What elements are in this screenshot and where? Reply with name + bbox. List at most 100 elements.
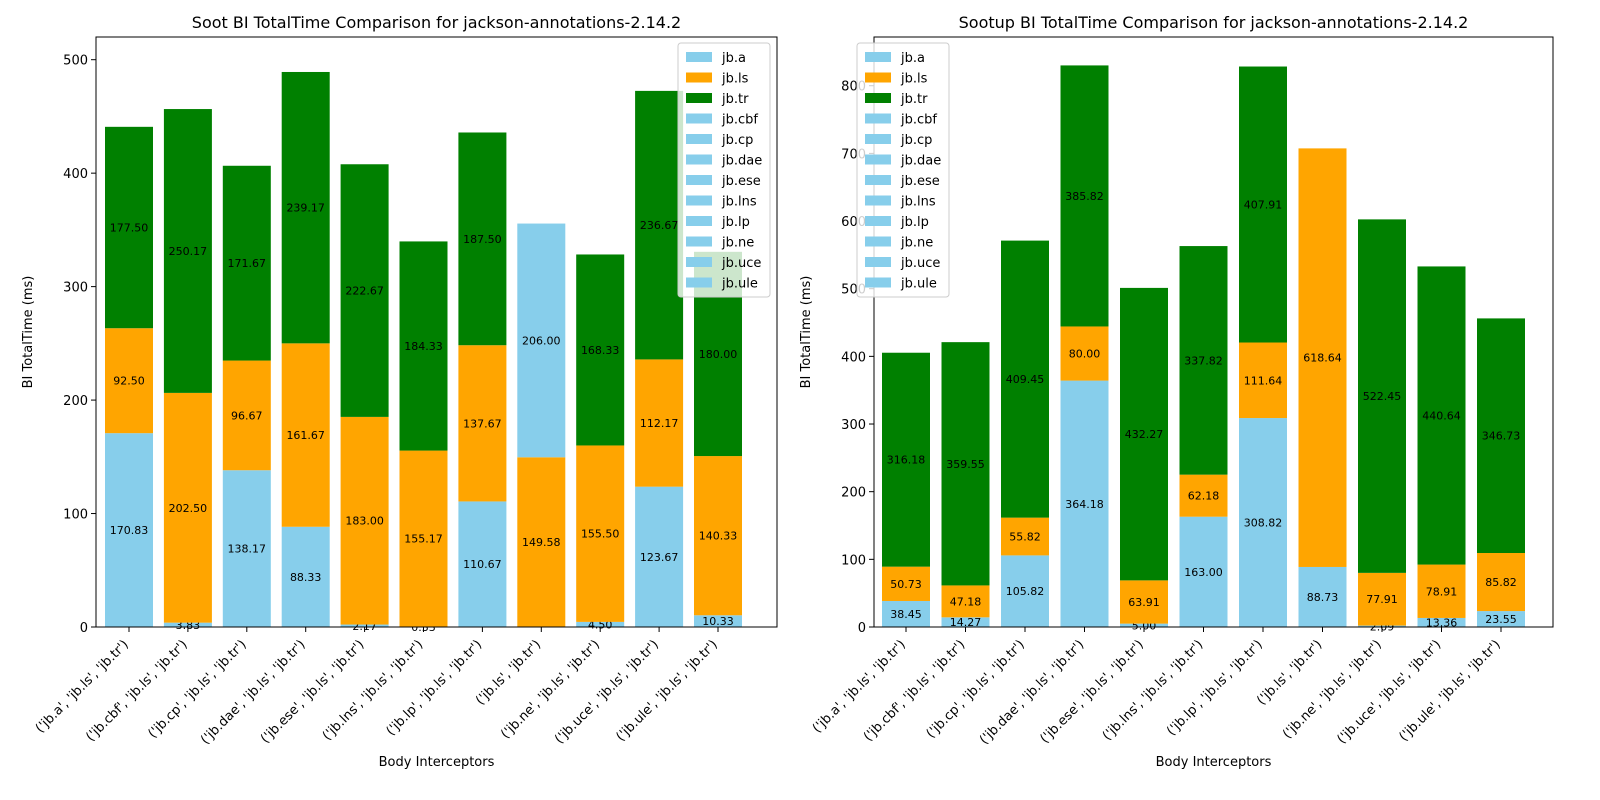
bar-value-label: 161.67 [286, 429, 325, 442]
bar-value-label: 522.45 [1363, 390, 1402, 403]
bar-value-label: 180.00 [699, 348, 738, 361]
bar-segment [1358, 572, 1406, 626]
y-tick-label: 300 [63, 281, 88, 296]
bar-segment [105, 433, 153, 627]
bar-value-label: 77.91 [1366, 593, 1398, 606]
bar-value-label: 137.67 [463, 417, 502, 430]
bar-value-label: 47.18 [950, 595, 982, 608]
y-tick-label: 0 [80, 621, 88, 636]
legend-swatch [865, 134, 891, 144]
bar-segment [105, 328, 153, 434]
bar-value-label: 163.00 [1184, 566, 1223, 579]
legend-swatch [686, 52, 712, 62]
bar-segment [576, 445, 625, 622]
y-axis-label: BI TotalTime (ms) [21, 276, 36, 389]
bar-segment [694, 456, 742, 616]
bar-value-label: 149.58 [522, 536, 561, 549]
bar-value-label: 88.73 [1307, 591, 1339, 604]
bar-value-label: 10.33 [702, 615, 734, 628]
legend-entry-label: jb.cbf [721, 113, 758, 128]
bar-value-label: 140.33 [699, 530, 738, 543]
bar-value-label: 138.17 [228, 543, 267, 556]
bar-value-label: 239.17 [286, 202, 325, 215]
bar-segment [1239, 418, 1287, 627]
legend-swatch [686, 236, 712, 247]
bar-value-label: 112.17 [640, 417, 679, 430]
bar-segment [1477, 552, 1525, 612]
y-tick-label: 200 [841, 486, 866, 501]
bar-value-label: 202.50 [169, 502, 208, 515]
bar-segment [281, 526, 330, 627]
legend-entry-label: jb.tr [900, 92, 928, 107]
bar-value-label: 85.82 [1485, 576, 1517, 589]
bar-segment [941, 342, 990, 586]
legend-swatch [865, 154, 891, 165]
bar-value-label: 440.64 [1422, 409, 1461, 422]
bar-segment [1120, 580, 1168, 624]
legend: jb.a jb.ls jb.tr jb.cbf jb.cp jb.dae jb.ese jb.… [856, 42, 950, 298]
bar-segment [222, 360, 271, 471]
bar-segment [1120, 287, 1168, 581]
bar-value-label: 236.67 [640, 219, 679, 232]
bar-segment [941, 585, 990, 618]
bar-segment [1298, 148, 1347, 567]
bar-value-label: 88.33 [290, 571, 322, 584]
bar-segment [399, 450, 448, 627]
bar-value-label: 92.50 [113, 375, 145, 388]
legend-swatch [686, 93, 712, 103]
legend: jb.a jb.ls jb.tr jb.cbf jb.cp jb.dae jb.ese jb.… [677, 42, 771, 298]
bar-value-label: 50.73 [890, 578, 922, 591]
legend-swatch [865, 195, 891, 206]
legend-swatch [865, 72, 891, 83]
legend-entry-label: jb.lp [900, 215, 929, 230]
bar-value-label: 111.64 [1244, 374, 1283, 387]
legend-entry-label: jb.ne [900, 236, 933, 251]
bar-segment [576, 254, 625, 446]
axes-frame [873, 36, 1554, 628]
bar-segment [1001, 555, 1049, 627]
bar-segment [1358, 625, 1406, 627]
y-tick-label: 200 [63, 394, 88, 409]
bar-value-label: 63.91 [1128, 596, 1160, 609]
bar-segment [340, 164, 389, 417]
legend-entry-label: jb.cp [900, 133, 932, 148]
chart-title: Sootup BI TotalTime Comparison for jacks… [959, 13, 1469, 32]
bar-value-label: 168.33 [581, 344, 620, 357]
bar-segment [1477, 611, 1525, 627]
bar-segment [1179, 246, 1228, 475]
bar-value-label: 78.91 [1426, 585, 1458, 598]
bar-segment [163, 622, 212, 627]
legend-swatch [686, 72, 712, 83]
bar-value-label: 170.83 [110, 524, 149, 537]
bar-segment [1477, 318, 1525, 553]
bar-segment [163, 109, 212, 393]
legend-swatch [865, 175, 891, 185]
bar-segment [281, 343, 330, 527]
bar-value-label: 187.50 [463, 233, 502, 246]
axes-frame [95, 36, 778, 628]
legend-swatch [865, 257, 891, 267]
y-axis-label: BI TotalTime (ms) [799, 276, 814, 389]
bar-segment [1358, 219, 1406, 573]
y-tick-label: 400 [841, 350, 866, 365]
legend-swatch [686, 277, 712, 288]
legend-entry-label: jb.ese [721, 174, 761, 189]
legend-entry-label: jb.dae [721, 154, 762, 169]
bar-value-label: 55.82 [1009, 531, 1041, 544]
legend-entry-label: jb.ese [900, 174, 940, 189]
bar-value-label: 432.27 [1125, 428, 1164, 441]
bar-value-label: 316.18 [887, 454, 926, 467]
legend-swatch [686, 154, 712, 165]
bar-segment [340, 624, 389, 627]
x-axis-label: Body Interceptors [1156, 755, 1272, 770]
y-tick-label: 500 [63, 54, 88, 69]
legend-entry-label: jb.ls [721, 72, 749, 87]
legend-entry-label: jb.a [721, 51, 746, 66]
bar-segment [882, 352, 930, 567]
bar-value-label: 308.82 [1244, 517, 1283, 530]
bar-value-label: 171.67 [228, 257, 267, 270]
bar-value-label: 177.50 [110, 222, 149, 235]
bar-value-label: 110.67 [463, 558, 502, 571]
bar-segment [576, 621, 625, 627]
bar-value-label: 337.82 [1184, 354, 1223, 367]
